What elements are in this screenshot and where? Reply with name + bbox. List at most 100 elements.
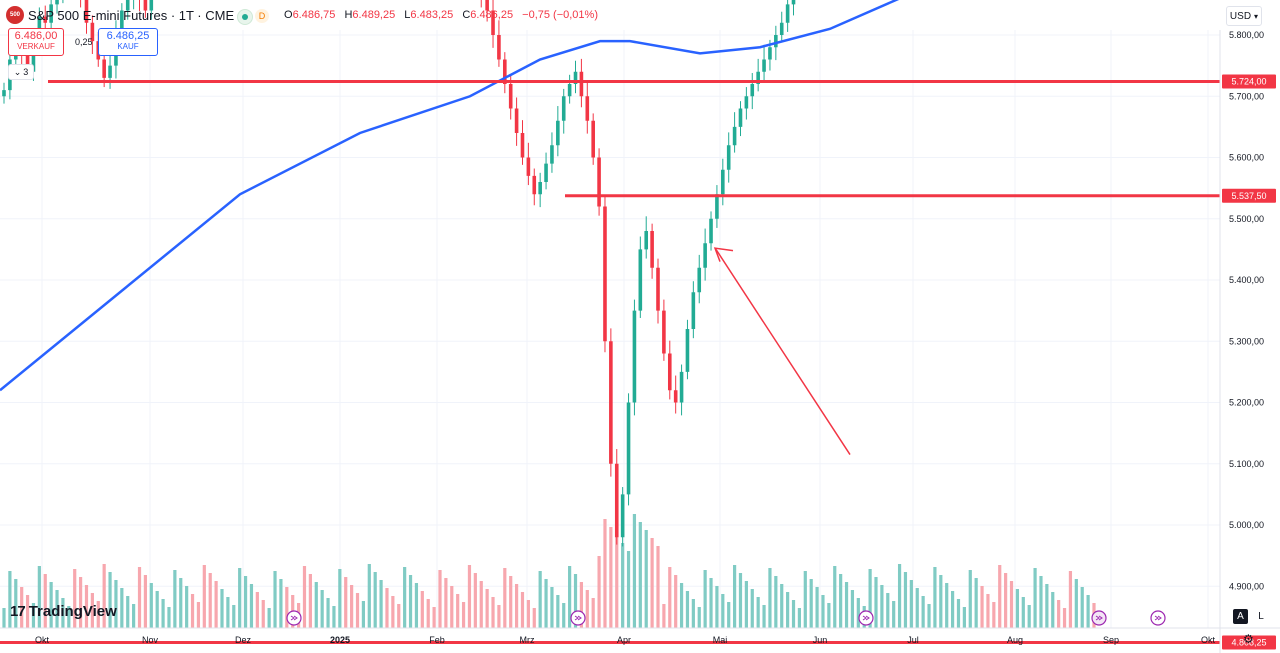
- level-tag: [1222, 74, 1276, 89]
- volume-bar: [338, 569, 342, 628]
- volume-bar: [850, 590, 855, 628]
- candle-body: [538, 182, 542, 195]
- volume-bar: [143, 575, 148, 628]
- volume-bar: [897, 564, 902, 628]
- market-open-icon[interactable]: [237, 9, 253, 25]
- volume-bar: [626, 551, 631, 628]
- volume-bar: [450, 586, 454, 628]
- tradingview-mark-icon: 17: [10, 603, 26, 620]
- volume-bar: [603, 519, 607, 628]
- volume-bar: [78, 577, 83, 628]
- volume-bar: [132, 604, 136, 628]
- x-tick-label: Jun: [813, 635, 828, 645]
- candle-body: [514, 108, 519, 133]
- x-tick-label: Nov: [142, 635, 159, 645]
- volume-bar: [1062, 608, 1067, 628]
- volume-bar: [1057, 600, 1061, 628]
- volume-bar: [833, 566, 837, 628]
- y-tick-label: 5.600,00: [1229, 153, 1264, 163]
- volume-bar: [485, 589, 489, 628]
- y-tick-label: 5.300,00: [1229, 336, 1264, 346]
- log-scale-button[interactable]: L: [1258, 611, 1264, 622]
- candle-body: [644, 231, 649, 250]
- price-axis[interactable]: 6.600,006.500,006.400,006.300,006.200,00…: [1219, 0, 1264, 653]
- buy-button[interactable]: 6.486,25 KAUF: [98, 28, 158, 56]
- volume-bar: [355, 593, 360, 628]
- x-tick-label: 2025: [330, 635, 350, 645]
- volume-bar: [892, 601, 896, 628]
- volume-bar: [974, 578, 978, 628]
- candle-body: [703, 243, 707, 268]
- ohlc-low: 6.483,25: [410, 9, 454, 21]
- ohlc-close: 6.486,25: [470, 9, 514, 21]
- sell-button[interactable]: 6.486,00 VERKAUF: [8, 28, 64, 56]
- drawings[interactable]: [286, 0, 1167, 626]
- moving-average: [0, 0, 900, 392]
- ohlc-high-key: H: [344, 9, 353, 21]
- data-status-badge[interactable]: D: [255, 9, 269, 23]
- volume-bar: [373, 572, 377, 628]
- volume-bar: [226, 597, 230, 628]
- volume-bar: [544, 579, 548, 628]
- volume-bar: [67, 606, 71, 628]
- candle-body: [620, 494, 625, 538]
- indicator-collapse-button[interactable]: ⌄ 3: [8, 64, 34, 80]
- ohlc-close-key: C: [462, 9, 471, 21]
- candle-body: [656, 267, 660, 311]
- volume-bar: [915, 588, 919, 628]
- volume-bar: [20, 587, 24, 628]
- time-axis[interactable]: Okt Nov Dez 2025 Feb Mrz Apr Mai Jun Jul Aug Sep Okt: [0, 627, 1280, 645]
- volume-bar: [432, 607, 436, 628]
- volume-bar: [568, 566, 572, 628]
- volume-bars: [2, 514, 1096, 628]
- volume-bar: [786, 592, 790, 628]
- volume-bar: [314, 582, 318, 628]
- volume-bar: [456, 594, 460, 628]
- gear-icon[interactable]: ⚙: [1243, 632, 1254, 646]
- volume-bar: [732, 565, 737, 628]
- candle-body: [520, 133, 525, 158]
- volume-bar: [267, 608, 271, 628]
- ohlc-open-key: O: [284, 9, 293, 21]
- arrow-head: [713, 247, 734, 262]
- level-tag-label: 5.724,00: [1231, 77, 1266, 87]
- volume-bar: [1074, 579, 1078, 628]
- volume-bar: [126, 596, 130, 628]
- volume-bar: [638, 522, 642, 628]
- level-tag: [1222, 188, 1276, 203]
- volume-bar: [261, 600, 265, 628]
- volume-bar: [615, 535, 619, 628]
- y-tick-label: 5.800,00: [1229, 30, 1264, 40]
- candle-body: [544, 163, 548, 182]
- x-tick-label: Aug: [1007, 635, 1023, 645]
- volume-bar: [473, 573, 477, 628]
- sell-label: VERKAUF: [17, 42, 55, 51]
- candle-body: [597, 157, 601, 207]
- tradingview-logo[interactable]: 17 TradingView: [10, 603, 117, 620]
- candle-body: [685, 329, 690, 372]
- volume-bar: [503, 568, 507, 628]
- volume-bar: [809, 579, 813, 628]
- auto-scale-button[interactable]: A: [1233, 609, 1248, 624]
- ohlc-change: −0,75 (−0,01%): [522, 9, 598, 21]
- volume-bar: [950, 591, 955, 628]
- volume-bar: [108, 572, 112, 628]
- x-tick-label: Feb: [429, 635, 445, 645]
- volume-bar: [856, 598, 860, 628]
- y-tick-label: 5.500,00: [1229, 214, 1264, 224]
- volume-bar: [1045, 584, 1049, 628]
- volume-bar: [768, 568, 772, 628]
- volume-bar: [1027, 605, 1031, 628]
- volume-bar: [332, 606, 336, 628]
- currency-select[interactable]: USD ▾: [1226, 6, 1262, 26]
- candle-body: [49, 4, 53, 23]
- volume-bar: [674, 575, 678, 628]
- level-tag-label: 4.808,25: [1231, 637, 1266, 647]
- symbol-title[interactable]: S&P 500 E-mini Futures · 1T · CME: [28, 8, 235, 23]
- volume-bar: [933, 567, 937, 628]
- volume-bar: [190, 594, 195, 628]
- volume-bar: [532, 608, 536, 628]
- volume-bar: [844, 582, 849, 628]
